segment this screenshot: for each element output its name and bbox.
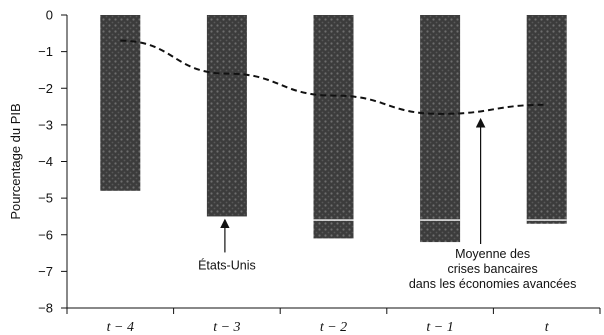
bars-layer	[100, 15, 567, 243]
x-tick-label: t − 1	[426, 320, 453, 335]
bar-united-states	[313, 15, 354, 239]
y-tick-label: −2	[38, 81, 53, 96]
annotation-united-states: États-Unis	[198, 257, 256, 272]
y-tick-label: −1	[38, 44, 53, 59]
y-tick-label: −5	[38, 191, 53, 206]
y-tick-label: −4	[38, 154, 53, 169]
x-tick-label: t − 4	[107, 320, 134, 335]
x-tick-label: t − 3	[213, 320, 240, 335]
bar-united-states	[526, 15, 567, 224]
bar-united-states	[420, 15, 461, 243]
y-tick-label: −8	[38, 301, 53, 316]
x-tick-label: t	[545, 320, 550, 335]
y-tick-label: −6	[38, 227, 53, 242]
y-tick-label: −7	[38, 264, 53, 279]
average-dashed-line	[120, 39, 547, 115]
annotation-average: dans les économies avancées	[409, 277, 576, 291]
axes-layer: 0 −1 −2 −3 −4 −5 −6 −7 −8 t − 4 t − 3 t − 2 t − 1 t Po…	[8, 8, 601, 335]
x-tick-label: t − 2	[320, 320, 347, 335]
bar-united-states	[100, 15, 141, 191]
average-line-layer	[120, 39, 547, 115]
bar-united-states	[206, 15, 247, 217]
annotation-average: crises bancaires	[447, 262, 537, 276]
annotation-average: Moyenne des	[455, 247, 530, 261]
y-axis-label: Pourcentage du PIB	[8, 103, 23, 219]
y-tick-label: −3	[38, 117, 53, 132]
y-tick-label: 0	[46, 8, 53, 23]
